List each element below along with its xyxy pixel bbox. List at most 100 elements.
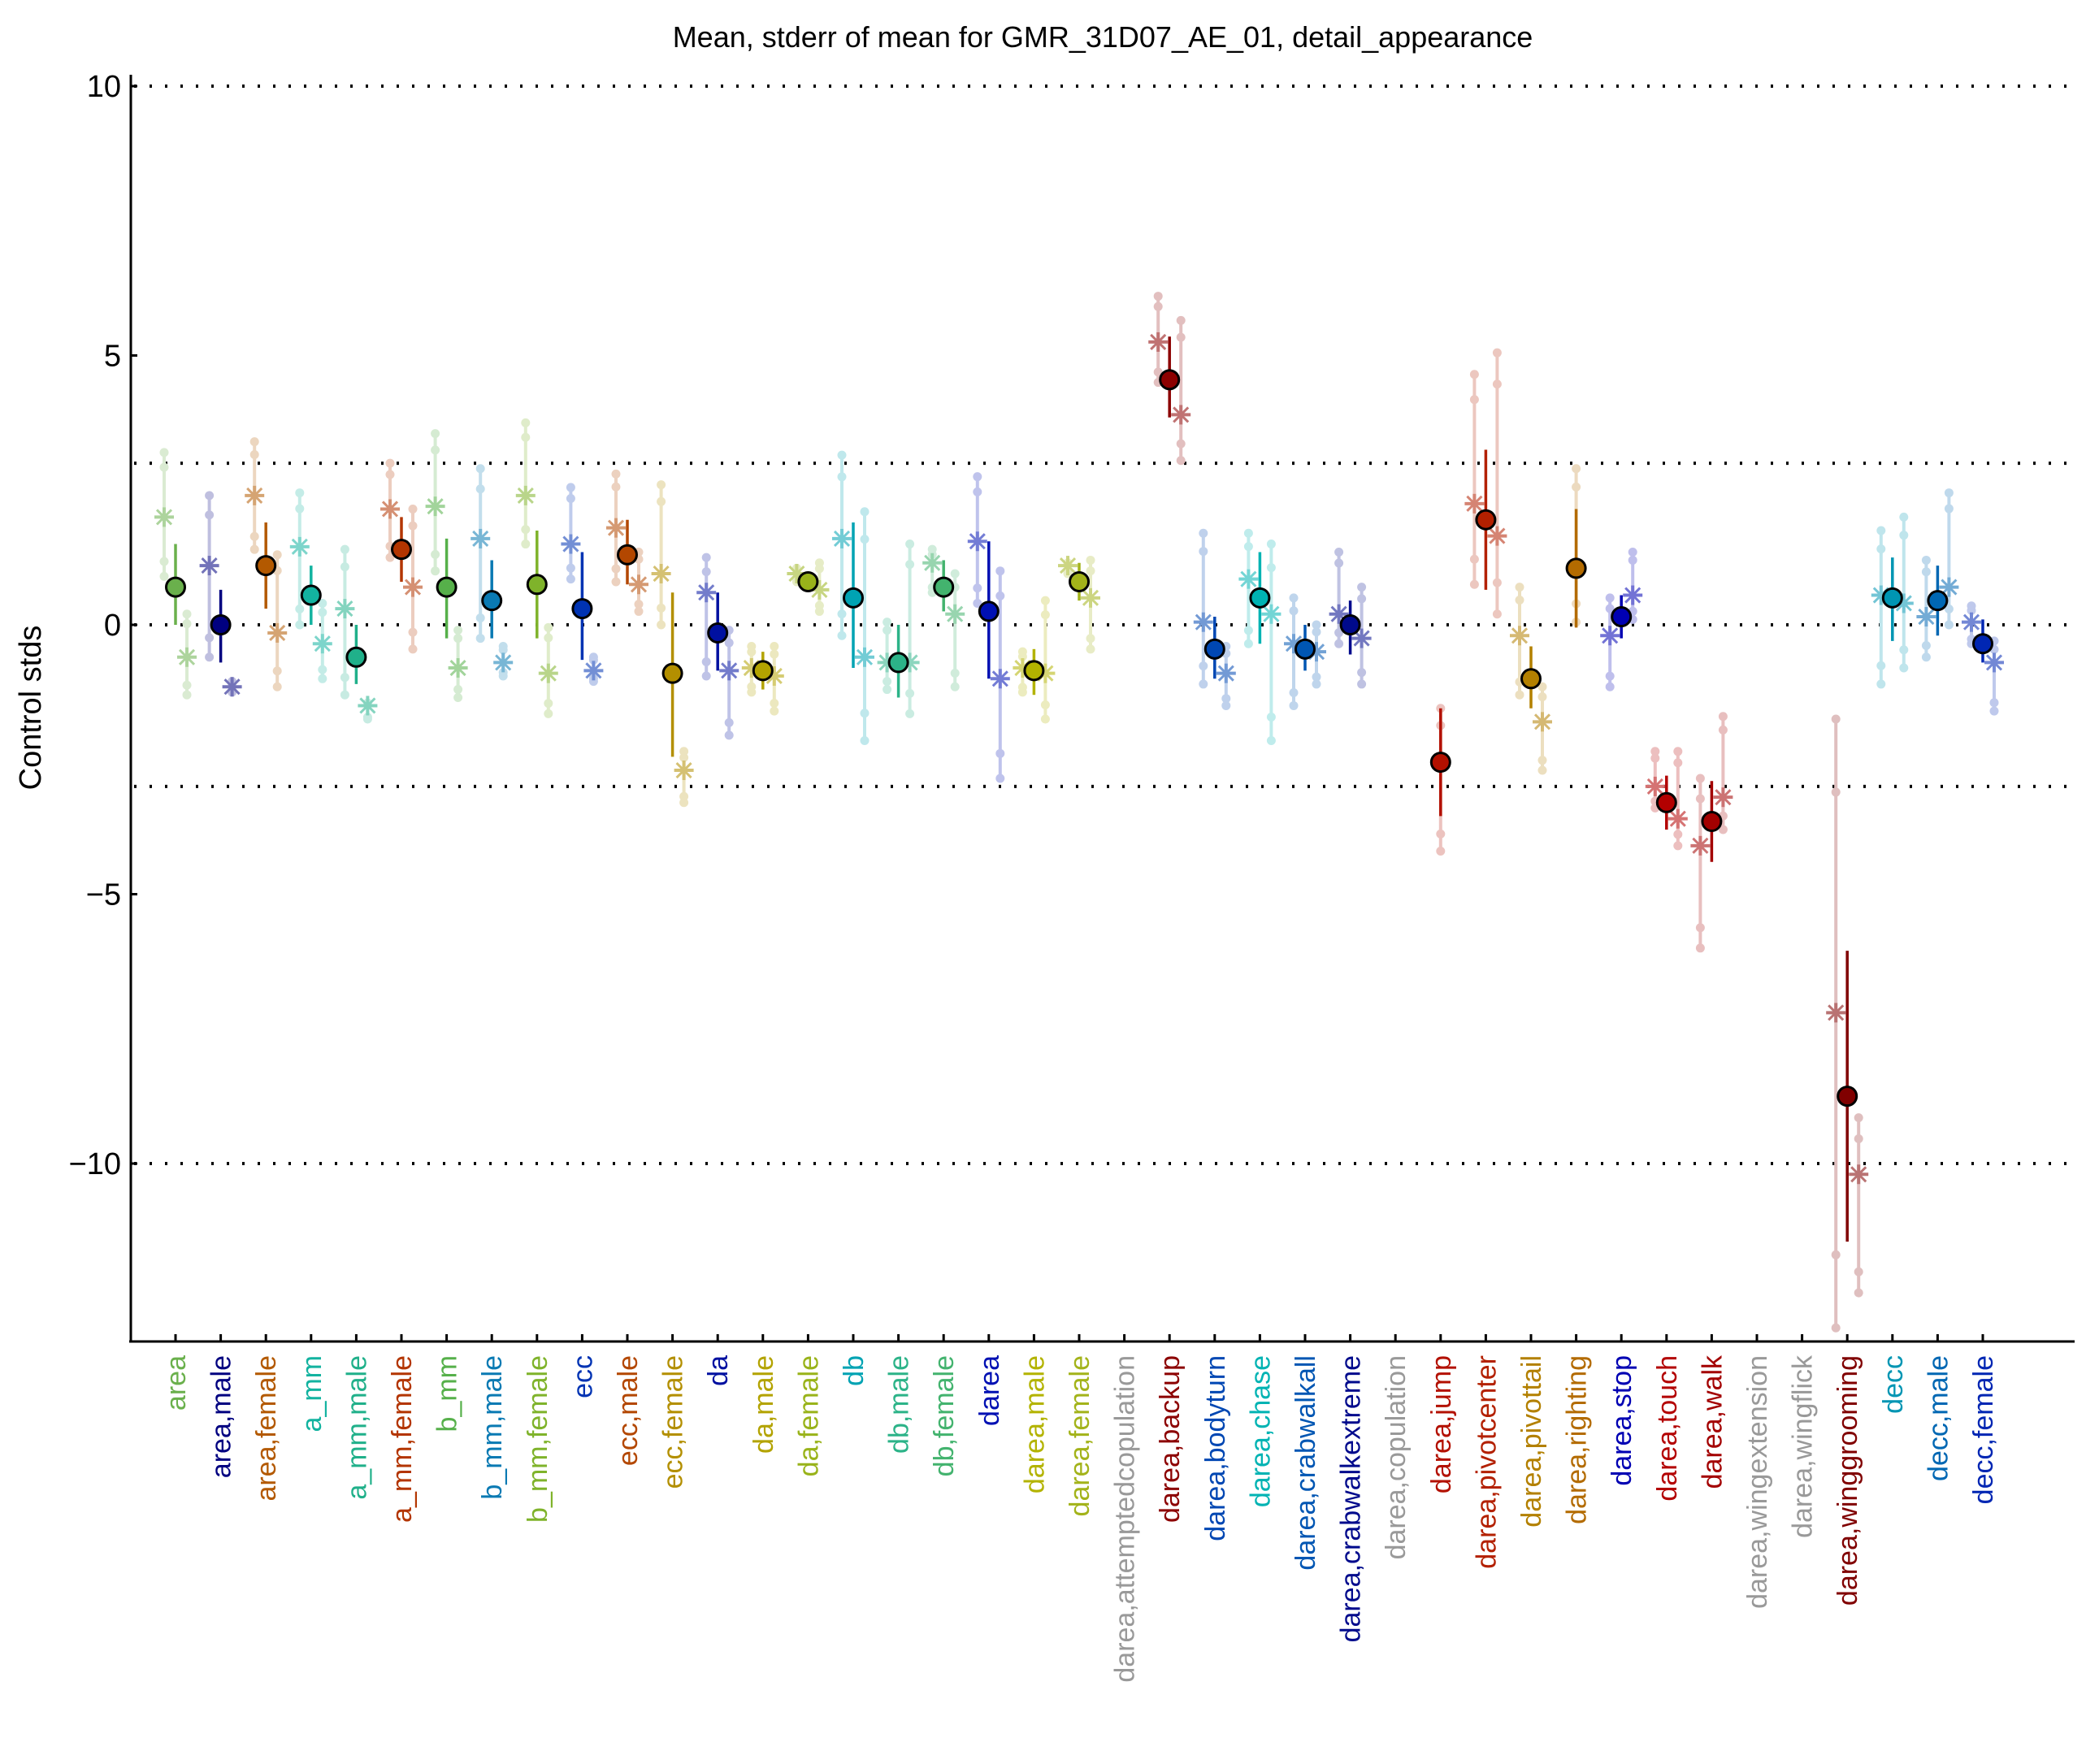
range-dot — [1854, 1267, 1863, 1276]
mean-marker — [752, 660, 774, 682]
x-tick-label: darea,walk — [1697, 1354, 1728, 1489]
range-dot — [995, 774, 1005, 783]
range-dot — [1199, 547, 1208, 557]
asterisk-stroke — [314, 635, 331, 652]
range-dot — [1312, 620, 1321, 630]
category-group — [1916, 488, 1959, 662]
range-dot — [453, 634, 463, 644]
range-dot — [657, 480, 666, 490]
category-group — [1600, 547, 1643, 691]
range-dot — [408, 521, 418, 531]
asterisk-stroke — [359, 697, 376, 714]
asterisk-stroke — [1466, 495, 1483, 512]
mean-marker — [1203, 638, 1225, 660]
range-dot — [1605, 671, 1615, 681]
range-dot — [475, 613, 485, 623]
mean-marker — [661, 662, 683, 684]
asterisk-stroke — [540, 665, 557, 682]
y-tick-label: 0 — [104, 609, 121, 643]
range-dot — [1357, 668, 1367, 678]
range-dot — [544, 709, 553, 718]
range-dot — [1492, 379, 1502, 389]
mean-marker — [887, 652, 909, 674]
range-dot — [950, 669, 960, 678]
x-tick-label: darea,female — [1065, 1355, 1095, 1516]
range-dot — [1436, 829, 1446, 839]
mean-marker — [300, 584, 322, 606]
mean-marker — [707, 622, 729, 644]
x-tick-label: a_mm,female — [387, 1355, 418, 1523]
range-dot — [1017, 683, 1027, 692]
range-dot — [295, 488, 305, 498]
range-dot — [1605, 593, 1615, 603]
range-dot — [1086, 566, 1095, 576]
x-tick-label: db — [839, 1355, 870, 1386]
category-group — [515, 418, 558, 718]
category-group — [1826, 714, 1869, 1333]
mean-marker — [933, 576, 955, 598]
range-dot — [1854, 1288, 1863, 1298]
range-dot — [1266, 713, 1276, 722]
asterisk-stroke — [269, 624, 286, 642]
category-group — [245, 437, 288, 691]
x-tick-label: darea,wingflick — [1788, 1354, 1819, 1538]
range-dot — [1492, 578, 1502, 587]
x-tick-label: decc — [1878, 1355, 1909, 1414]
range-dot — [1899, 531, 1909, 540]
range-dot — [1176, 332, 1186, 342]
range-dot — [1515, 690, 1524, 700]
range-dot — [1673, 747, 1683, 756]
range-dot — [1357, 583, 1367, 592]
range-dot — [701, 657, 711, 666]
x-tick-label: b_mm,male — [477, 1355, 508, 1500]
range-dot — [295, 504, 305, 514]
range-dot — [566, 493, 575, 503]
range-dot — [611, 482, 621, 492]
range-dot — [837, 450, 847, 460]
range-dot — [521, 418, 531, 427]
asterisk-stroke — [1173, 406, 1190, 423]
category-group — [1510, 583, 1552, 775]
range-dot — [770, 649, 779, 659]
range-dot — [182, 609, 192, 619]
x-tick-label: darea,backup — [1155, 1355, 1186, 1523]
category-group — [1238, 528, 1282, 746]
x-tick-label: ecc,male — [613, 1355, 644, 1466]
category-group — [1058, 555, 1100, 654]
range-dot — [701, 671, 711, 681]
asterisk-stroke — [1330, 605, 1347, 622]
range-dot — [182, 680, 192, 690]
range-dot — [340, 544, 349, 554]
category-group — [967, 472, 1010, 783]
range-dot — [249, 531, 259, 541]
range-dot — [679, 747, 689, 756]
range-dot — [995, 566, 1005, 576]
asterisk-stroke — [675, 761, 692, 779]
range-dot — [1357, 594, 1367, 604]
range-dot — [295, 605, 305, 614]
range-dot — [905, 560, 915, 570]
category-group — [1193, 528, 1236, 710]
range-dot — [1876, 679, 1886, 689]
asterisk-stroke — [1850, 1166, 1867, 1183]
category-group — [696, 553, 739, 740]
asterisk-stroke — [427, 498, 444, 515]
category-group — [471, 464, 514, 681]
y-tick-label: −5 — [86, 878, 121, 912]
range-dot — [995, 748, 1005, 758]
range-dot — [1040, 700, 1050, 710]
mean-marker — [978, 600, 1000, 622]
y-axis-label: Control stds — [14, 626, 48, 791]
range-dot — [1718, 725, 1728, 735]
range-dot — [747, 682, 757, 691]
asterisk-stroke — [991, 670, 1008, 687]
asterisk-stroke — [585, 662, 602, 679]
data-marks — [154, 292, 2004, 1333]
range-dot — [1199, 661, 1208, 671]
range-dot — [521, 525, 531, 535]
range-dot — [1695, 943, 1705, 953]
x-axis-ticks: area area,male area,female a_mm a_mm,male a_m… — [161, 1334, 1999, 1683]
x-tick-label: decc,male — [1923, 1355, 1954, 1481]
x-tick-label: darea,pivotcenter — [1471, 1355, 1502, 1569]
range-dot — [883, 685, 892, 695]
